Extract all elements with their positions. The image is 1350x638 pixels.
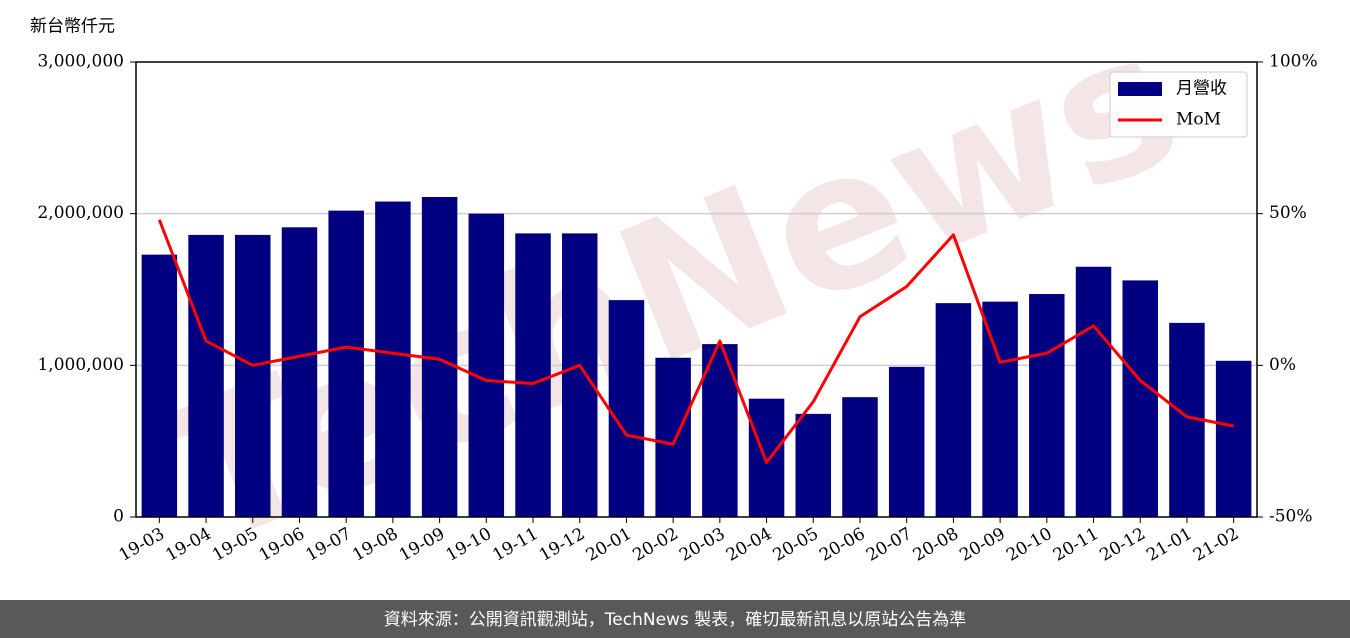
bar	[748, 398, 785, 517]
bar	[1215, 360, 1252, 517]
x-tick-label: 21-02	[1190, 524, 1242, 566]
footer-band	[0, 600, 1350, 638]
x-tick-label: 20-04	[723, 524, 775, 566]
y2-tick-label: 100%	[1269, 52, 1318, 72]
y-tick-label: 3,000,000	[37, 52, 124, 72]
x-tick-label: 19-12	[536, 524, 588, 566]
bar	[328, 210, 364, 517]
footer-text: 資料來源：公開資訊觀測站，TechNews 製表，確切最新訊息以原站公告為準	[384, 610, 966, 630]
y-axis-label: 新台幣仟元	[30, 17, 115, 37]
x-tick-label: 20-11	[1050, 524, 1102, 566]
bar	[1029, 294, 1065, 517]
x-tick-label: 20-02	[629, 524, 681, 566]
x-tick-label: 20-09	[956, 524, 1008, 566]
x-tick-label: 20-10	[1003, 524, 1055, 566]
y2-tick-label: 50%	[1269, 203, 1307, 223]
legend-swatch	[1118, 82, 1162, 96]
bar	[281, 227, 318, 518]
x-tick-label: 21-01	[1143, 524, 1195, 566]
x-tick-label: 20-06	[816, 524, 868, 566]
bar	[468, 213, 505, 517]
x-tick-label: 20-12	[1097, 524, 1149, 566]
bar	[375, 201, 411, 518]
bar	[935, 303, 972, 517]
y-tick-label: 1,000,000	[37, 355, 124, 375]
bar	[655, 357, 691, 517]
bar	[235, 234, 271, 517]
y2-tick-label: -50%	[1269, 507, 1313, 527]
legend-label: MoM	[1176, 110, 1221, 130]
bar	[608, 300, 645, 517]
x-tick-label: 19-10	[443, 524, 495, 566]
bar	[188, 234, 224, 517]
plot-frame	[135, 61, 1258, 518]
x-tick-label: 20-08	[910, 524, 962, 566]
x-tick-label: 20-05	[770, 524, 822, 566]
bar	[795, 413, 832, 517]
bar	[842, 397, 878, 517]
bar	[888, 366, 925, 517]
x-tick-label: 19-04	[162, 524, 214, 566]
line	[157, 219, 1234, 464]
x-tick-label: 19-11	[489, 524, 541, 566]
bar	[561, 233, 598, 517]
x-tick-label: 20-03	[676, 524, 728, 566]
bar	[515, 233, 551, 517]
x-tick-label: 20-07	[863, 524, 915, 566]
legend-label: 月營收	[1176, 79, 1227, 99]
bar	[141, 254, 178, 517]
y2-tick-label: 0%	[1269, 355, 1296, 375]
y-tick-label: 0	[113, 507, 124, 527]
bar	[982, 301, 1018, 517]
bar	[1075, 266, 1112, 517]
x-tick-label: 20-01	[583, 524, 635, 566]
x-tick-label: 19-09	[396, 524, 448, 566]
y-tick-label: 2,000,000	[37, 203, 124, 223]
bar	[1122, 280, 1158, 517]
x-tick-label: 19-03	[116, 524, 168, 566]
